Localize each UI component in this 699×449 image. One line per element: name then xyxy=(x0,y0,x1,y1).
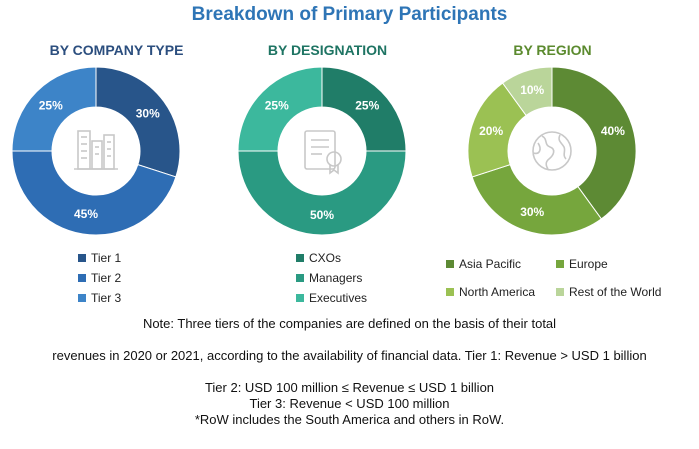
legend-label: Tier 3 xyxy=(91,291,122,305)
legend-item: Tier 3 xyxy=(78,288,121,308)
note-line: Tier 2: USD 100 million ≤ Revenue ≤ USD … xyxy=(204,380,495,395)
legend-swatch xyxy=(556,288,564,296)
legend-swatch xyxy=(78,274,86,282)
donut-slice-cxos xyxy=(321,66,407,152)
legend-label: Rest of the World xyxy=(569,285,662,299)
legend-swatch xyxy=(296,254,304,262)
company-type-legend: Tier 1 Tier 2 Tier 3 xyxy=(78,248,121,308)
legend-label: Tier 2 xyxy=(91,271,122,285)
page-title: Breakdown of Primary Participants xyxy=(191,4,508,25)
slice-value-label: 25% xyxy=(355,99,379,113)
legend-swatch xyxy=(296,274,304,282)
note-line: *RoW includes the South America and othe… xyxy=(194,412,505,427)
slice-value-label: 45% xyxy=(74,207,98,221)
legend-item: CXOs xyxy=(296,248,367,268)
slice-value-label: 30% xyxy=(136,106,160,120)
legend-item: Rest of the World xyxy=(556,282,666,302)
donut-hole xyxy=(279,108,365,194)
region-donut: 40% 30% 20% 10% xyxy=(467,66,637,236)
donut-slice-tier-2 xyxy=(11,150,177,236)
donut-charts: 30% 45% 25% 25% 50% 25% 40% 30% 20% 10% xyxy=(11,66,637,236)
legend-item: Managers xyxy=(296,268,367,288)
legend-label: Asia Pacific xyxy=(459,257,522,271)
donut-hole xyxy=(53,108,139,194)
legend-swatch xyxy=(78,294,86,302)
legend-item: North America xyxy=(446,282,556,302)
designation-legend: CXOs Managers Executives xyxy=(296,248,367,308)
donut-slice-asia-pacific xyxy=(551,66,637,220)
note-block: Tier 2: USD 100 million ≤ Revenue ≤ USD … xyxy=(0,380,699,428)
note-line: Note: Three tiers of the companies are d… xyxy=(142,316,557,331)
legend-swatch xyxy=(296,294,304,302)
legend-swatch xyxy=(78,254,86,262)
legend-label: Executives xyxy=(309,291,368,305)
legend-item: Europe xyxy=(556,254,666,274)
designation-donut: 25% 50% 25% xyxy=(237,66,407,236)
note-line: Tier 3: Revenue < USD 100 million xyxy=(249,396,450,411)
buildings-icon xyxy=(74,130,118,170)
legend-item: Tier 2 xyxy=(78,268,121,288)
slice-value-label: 20% xyxy=(479,124,503,138)
note-line: revenues in 2020 or 2021, according to t… xyxy=(52,348,647,363)
company-type-donut: 30% 45% 25% xyxy=(11,66,181,236)
region-legend: Asia Pacific Europe North America Rest o… xyxy=(446,254,666,302)
slice-value-label: 40% xyxy=(601,124,625,138)
donut-slice-tier-3 xyxy=(11,66,97,152)
legend-swatch xyxy=(446,288,454,296)
legend-swatch xyxy=(446,260,454,268)
legend-label: Europe xyxy=(569,257,608,271)
donut-slice-managers xyxy=(237,150,407,236)
slice-value-label: 10% xyxy=(520,83,544,97)
certificate-icon xyxy=(304,130,342,175)
region-title: BY REGION xyxy=(513,42,592,58)
company-type-title: BY COMPANY TYPE xyxy=(49,42,184,58)
donut-hole xyxy=(509,108,595,194)
legend-item: Tier 1 xyxy=(78,248,121,268)
legend-item: Executives xyxy=(296,288,367,308)
legend-item: Asia Pacific xyxy=(446,254,556,274)
globe-icon xyxy=(532,131,572,171)
legend-label: Managers xyxy=(309,271,363,285)
donut-slice-executives xyxy=(237,66,323,152)
donut-slice-tier-1 xyxy=(95,66,181,178)
slice-value-label: 25% xyxy=(39,99,63,113)
slice-value-label: 30% xyxy=(520,205,544,219)
legend-label: CXOs xyxy=(309,251,342,265)
legend-swatch xyxy=(556,260,564,268)
legend-label: North America xyxy=(459,285,536,299)
donut-slice-rest-of-the-world xyxy=(501,66,553,117)
designation-title: BY DESIGNATION xyxy=(267,42,388,58)
legend-label: Tier 1 xyxy=(91,251,122,265)
slice-value-label: 25% xyxy=(265,99,289,113)
slice-value-label: 50% xyxy=(310,208,334,222)
donut-slice-europe xyxy=(471,163,603,236)
